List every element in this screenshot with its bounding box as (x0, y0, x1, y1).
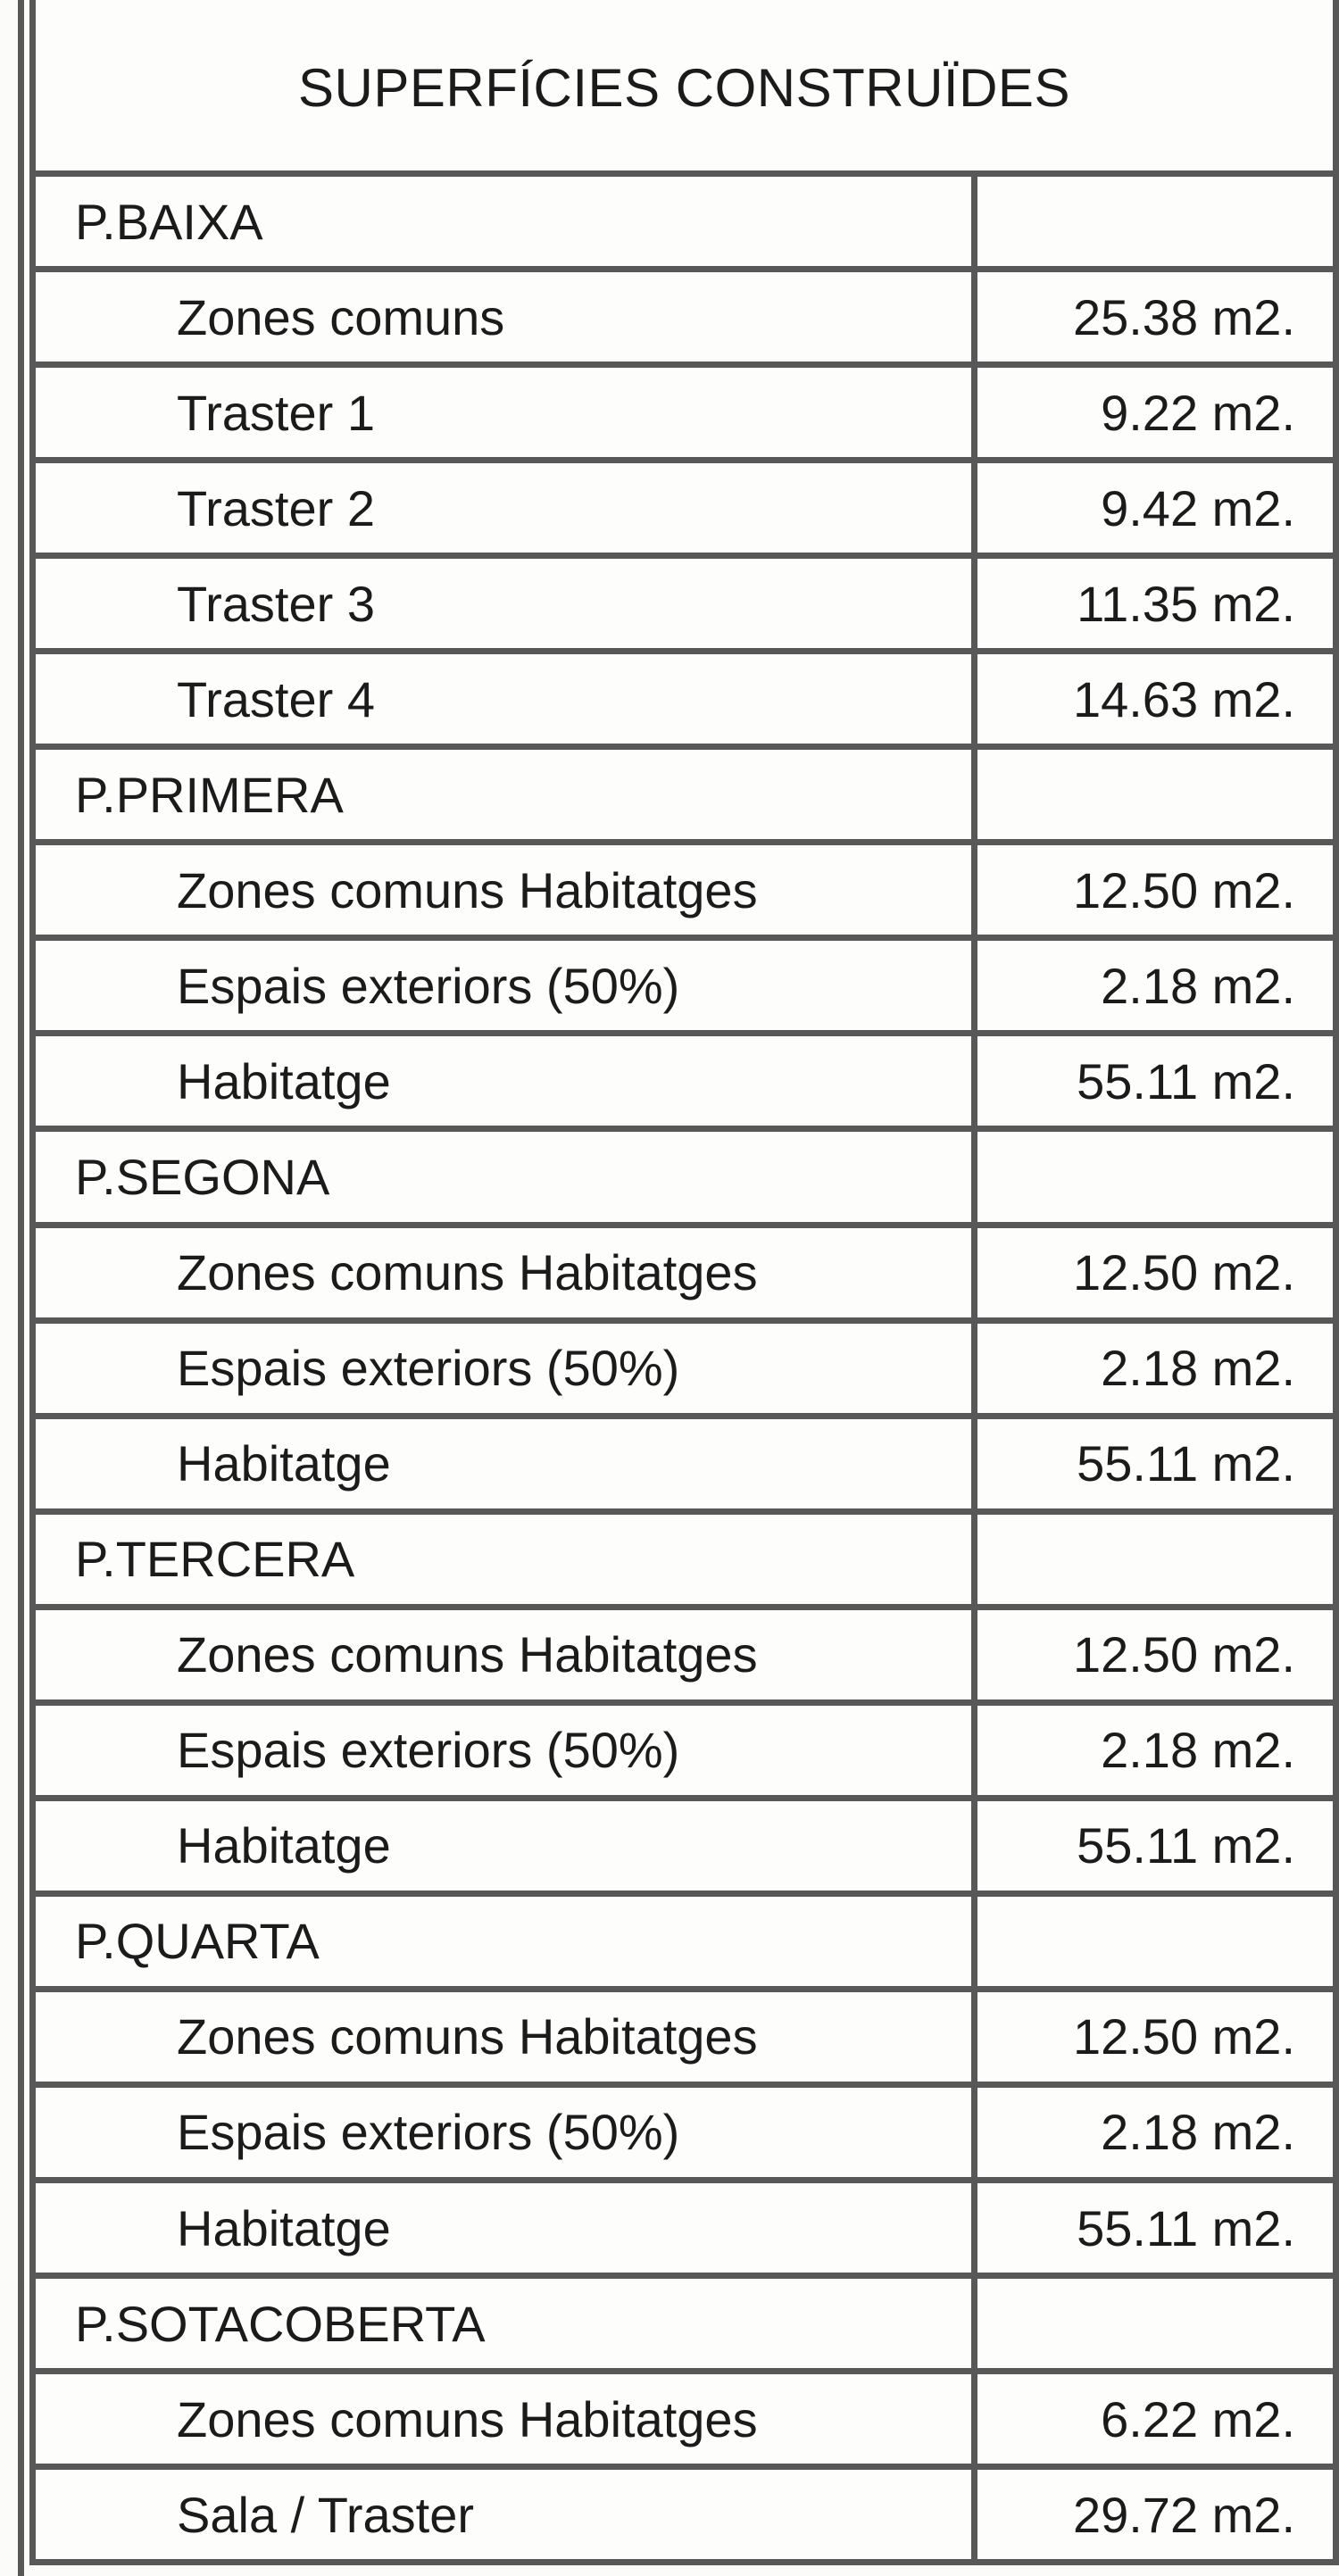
table-row: Zones comuns Habitatges 12.50 m2. (36, 1985, 1333, 2082)
table-row-floor-group: P.SEGONA (36, 1126, 1333, 1222)
table-row-floor-group: P.SOTACOBERTA (36, 2273, 1333, 2369)
row-surface-value: 12.50 m2. (971, 1609, 1333, 1699)
row-label: Espais exteriors (50%) (177, 1340, 680, 1397)
table-row: Espais exteriors (50%) 2.18 m2. (36, 1699, 1333, 1795)
floor-group-label: P.QUARTA (75, 1913, 320, 1970)
row-label: Traster 1 (177, 384, 375, 441)
row-surface-value: 2.18 m2. (971, 1323, 1333, 1413)
floor-group-label: P.TERCERA (75, 1531, 355, 1588)
table-row-floor-group: P.TERCERA (36, 1508, 1333, 1604)
row-surface-value: 55.11 m2. (971, 1800, 1333, 1890)
floor-group-label: P.SOTACOBERTA (75, 2295, 486, 2352)
table-row: Traster 3 11.35 m2. (36, 553, 1333, 649)
row-surface-value (971, 1514, 1333, 1604)
row-label: Zones comuns Habitatges (177, 1244, 758, 1301)
row-surface-value: 25.38 m2. (971, 272, 1333, 362)
row-surface-value: 29.72 m2. (971, 2470, 1333, 2560)
row-surface-value: 9.42 m2. (971, 463, 1333, 553)
row-label: Sala / Traster (177, 2486, 475, 2543)
row-label: Espais exteriors (50%) (177, 1722, 680, 1779)
table-title: SUPERFÍCIES CONSTRUÏDES (298, 58, 1070, 118)
row-surface-value (971, 1896, 1333, 1986)
row-label: Zones comuns (177, 288, 505, 345)
row-label: Zones comuns Habitatges (177, 861, 758, 918)
table-row: Traster 2 9.42 m2. (36, 457, 1333, 553)
row-surface-value: 55.11 m2. (971, 1418, 1333, 1508)
table-body: P.BAIXA Zones comuns 25.38 m2. Traster 1 9.2… (36, 170, 1333, 2560)
row-label: Habitatge (177, 1817, 391, 1874)
table-row: Espais exteriors (50%) 2.18 m2. (36, 1317, 1333, 1413)
table-row: Sala / Traster 29.72 m2. (36, 2464, 1333, 2560)
row-label: Habitatge (177, 1435, 391, 1492)
table-row: Zones comuns 25.38 m2. (36, 266, 1333, 362)
row-surface-value (971, 177, 1333, 267)
row-surface-value (971, 1132, 1333, 1222)
row-label: Zones comuns Habitatges (177, 2390, 758, 2447)
row-surface-value: 2.18 m2. (971, 2087, 1333, 2177)
row-surface-value (971, 2279, 1333, 2369)
row-label: Espais exteriors (50%) (177, 957, 680, 1014)
table-row: Espais exteriors (50%) 2.18 m2. (36, 2081, 1333, 2177)
table-row: Habitatge 55.11 m2. (36, 1794, 1333, 1890)
floor-group-label: P.SEGONA (75, 1148, 330, 1205)
table-row: Traster 1 9.22 m2. (36, 361, 1333, 458)
floor-group-label: P.PRIMERA (75, 766, 344, 823)
table-row: Habitatge 55.11 m2. (36, 1030, 1333, 1126)
table-row-floor-group: P.BAIXA (36, 170, 1333, 267)
row-surface-value: 14.63 m2. (971, 654, 1333, 744)
table-row: Zones comuns Habitatges 12.50 m2. (36, 1221, 1333, 1317)
table-row: Zones comuns Habitatges 12.50 m2. (36, 839, 1333, 935)
row-surface-value: 12.50 m2. (971, 1991, 1333, 2082)
row-surface-value: 2.18 m2. (971, 941, 1333, 1031)
row-label: Habitatge (177, 2199, 391, 2256)
table-row: Habitatge 55.11 m2. (36, 1412, 1333, 1508)
row-label: Traster 2 (177, 479, 375, 536)
row-label: Habitatge (177, 1052, 391, 1109)
row-label: Traster 3 (177, 575, 375, 632)
row-surface-value: 9.22 m2. (971, 368, 1333, 458)
table-row: Traster 4 14.63 m2. (36, 648, 1333, 744)
row-label: Traster 4 (177, 670, 375, 727)
floor-group-label: P.BAIXA (75, 193, 263, 250)
row-surface-value: 11.35 m2. (971, 559, 1333, 649)
row-surface-value: 55.11 m2. (971, 1036, 1333, 1126)
row-surface-value: 6.22 m2. (971, 2374, 1333, 2464)
table-row-floor-group: P.PRIMERA (36, 744, 1333, 840)
outer-left-border-rule (18, 0, 24, 2576)
row-surface-value: 55.11 m2. (971, 2182, 1333, 2273)
row-surface-value: 2.18 m2. (971, 1705, 1333, 1795)
table-row-floor-group: P.QUARTA (36, 1890, 1333, 1986)
row-label: Zones comuns Habitatges (177, 2008, 758, 2065)
table-row: Habitatge 55.11 m2. (36, 2176, 1333, 2273)
row-label: Espais exteriors (50%) (177, 2104, 680, 2161)
row-surface-value (971, 750, 1333, 840)
built-surfaces-table: SUPERFÍCIES CONSTRUÏDES P.BAIXA Zones com… (29, 0, 1339, 2565)
row-label: Zones comuns Habitatges (177, 1626, 758, 1683)
row-surface-value: 12.50 m2. (971, 1227, 1333, 1317)
row-surface-value: 12.50 m2. (971, 845, 1333, 935)
table-row: Zones comuns Habitatges 6.22 m2. (36, 2368, 1333, 2464)
table-row: Espais exteriors (50%) 2.18 m2. (36, 935, 1333, 1031)
table-row: Zones comuns Habitatges 12.50 m2. (36, 1603, 1333, 1699)
